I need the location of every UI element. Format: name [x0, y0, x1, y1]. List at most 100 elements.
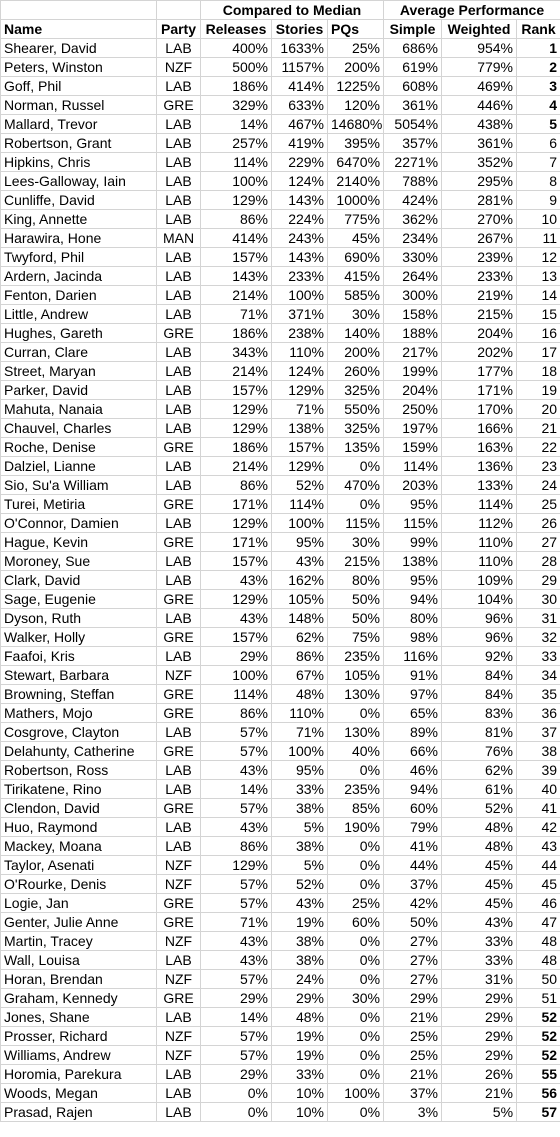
cell-party: LAB — [156, 760, 201, 780]
cell-stories: 38% — [271, 836, 328, 856]
cell-simple: 80% — [383, 608, 443, 628]
table-row: Genter, Julie Anne GRE 71% 19% 60% 50% 43% 47 — [0, 912, 560, 932]
cell-stories: 143% — [271, 247, 328, 267]
table-row: Huo, Raymond LAB 43% 5% 190% 79% 48% 42 — [0, 817, 560, 837]
group-header-empty — [0, 0, 157, 20]
cell-weighted: 33% — [441, 931, 518, 951]
table-row: Fenton, Darien LAB 214% 100% 585% 300% 219% 14 — [0, 285, 560, 305]
cell-name: Dyson, Ruth — [0, 608, 157, 628]
cell-releases: 114% — [200, 684, 272, 704]
cell-releases: 57% — [200, 874, 272, 894]
cell-rank: 52 — [516, 1026, 560, 1046]
group-header-median: Compared to Median — [199, 0, 385, 20]
cell-name: Hughes, Gareth — [0, 323, 157, 343]
cell-weighted: 81% — [441, 722, 518, 742]
cell-name: Hipkins, Chris — [0, 152, 157, 172]
table-row: Logie, Jan GRE 57% 43% 25% 42% 45% 46 — [0, 893, 560, 913]
cell-rank: 13 — [516, 266, 560, 286]
cell-name: Robertson, Ross — [0, 760, 157, 780]
cell-releases: 186% — [200, 437, 272, 457]
group-header-average: Average Performance — [383, 0, 560, 20]
table-row: Mackey, Moana LAB 86% 38% 0% 41% 48% 43 — [0, 836, 560, 856]
cell-stories: 114% — [271, 494, 328, 514]
cell-simple: 5054% — [383, 114, 443, 134]
cell-weighted: 29% — [441, 1026, 518, 1046]
cell-rank: 28 — [516, 551, 560, 571]
cell-simple: 37% — [383, 874, 443, 894]
cell-simple: 91% — [383, 665, 443, 685]
table-row: King, Annette LAB 86% 224% 775% 362% 270% 10 — [0, 209, 560, 229]
table-row: Curran, Clare LAB 343% 110% 200% 217% 202% 17 — [0, 342, 560, 362]
cell-releases: 129% — [200, 418, 272, 438]
cell-stories: 148% — [271, 608, 328, 628]
cell-name: Street, Maryan — [0, 361, 157, 381]
cell-releases: 43% — [200, 570, 272, 590]
cell-weighted: 177% — [441, 361, 518, 381]
cell-simple: 424% — [383, 190, 443, 210]
cell-rank: 39 — [516, 760, 560, 780]
cell-name: Graham, Kennedy — [0, 988, 157, 1008]
cell-rank: 56 — [516, 1083, 560, 1103]
cell-party: GRE — [156, 988, 201, 1008]
table-row: Horomia, Parekura LAB 29% 33% 0% 21% 26% 55 — [0, 1064, 560, 1084]
cell-party: LAB — [156, 361, 201, 381]
cell-simple: 27% — [383, 969, 443, 989]
table-row: Mallard, Trevor LAB 14% 467% 14680% 5054% 438%… — [0, 114, 560, 134]
cell-pqs: 0% — [326, 1102, 385, 1122]
cell-rank: 45 — [516, 874, 560, 894]
cell-party: LAB — [156, 380, 201, 400]
cell-releases: 86% — [200, 703, 272, 723]
cell-weighted: 163% — [441, 437, 518, 457]
cell-party: LAB — [156, 152, 201, 172]
cell-stories: 1633% — [271, 38, 328, 58]
cell-name: Delahunty, Catherine — [0, 741, 157, 761]
cell-releases: 43% — [200, 950, 272, 970]
table-row: Wall, Louisa LAB 43% 38% 0% 27% 33% 48 — [0, 950, 560, 970]
cell-name: Moroney, Sue — [0, 551, 157, 571]
cell-simple: 188% — [383, 323, 443, 343]
cell-weighted: 361% — [441, 133, 518, 153]
group-header-row: Compared to Median Average Performance — [0, 0, 560, 20]
cell-releases: 57% — [200, 798, 272, 818]
cell-party: LAB — [156, 76, 201, 96]
cell-weighted: 21% — [441, 1083, 518, 1103]
cell-simple: 234% — [383, 228, 443, 248]
table-row: Robertson, Ross LAB 43% 95% 0% 46% 62% 39 — [0, 760, 560, 780]
column-header-row: Name Party Releases Stories PQs Simple W… — [0, 19, 560, 39]
cell-simple: 330% — [383, 247, 443, 267]
cell-name: Horomia, Parekura — [0, 1064, 157, 1084]
cell-weighted: 84% — [441, 665, 518, 685]
cell-party: GRE — [156, 494, 201, 514]
cell-stories: 38% — [271, 798, 328, 818]
cell-weighted: 171% — [441, 380, 518, 400]
cell-rank: 23 — [516, 456, 560, 476]
table-row: Cunliffe, David LAB 129% 143% 1000% 424% 281% 9 — [0, 190, 560, 210]
cell-releases: 129% — [200, 190, 272, 210]
cell-simple: 60% — [383, 798, 443, 818]
cell-name: O'Rourke, Denis — [0, 874, 157, 894]
cell-party: LAB — [156, 646, 201, 666]
cell-weighted: 61% — [441, 779, 518, 799]
table-body: Shearer, David LAB 400% 1633% 25% 686% 954% 1 Pe… — [0, 38, 560, 1122]
cell-releases: 129% — [200, 513, 272, 533]
cell-releases: 129% — [200, 855, 272, 875]
cell-name: Turei, Metiria — [0, 494, 157, 514]
cell-pqs: 105% — [326, 665, 385, 685]
cell-stories: 62% — [271, 627, 328, 647]
cell-releases: 414% — [200, 228, 272, 248]
cell-stories: 110% — [271, 342, 328, 362]
cell-stories: 414% — [271, 76, 328, 96]
cell-stories: 138% — [271, 418, 328, 438]
cell-pqs: 130% — [326, 722, 385, 742]
cell-releases: 14% — [200, 114, 272, 134]
cell-name: Chauvel, Charles — [0, 418, 157, 438]
cell-party: GRE — [156, 893, 201, 913]
cell-releases: 400% — [200, 38, 272, 58]
cell-simple: 37% — [383, 1083, 443, 1103]
cell-pqs: 0% — [326, 950, 385, 970]
cell-rank: 40 — [516, 779, 560, 799]
cell-pqs: 325% — [326, 380, 385, 400]
cell-party: LAB — [156, 209, 201, 229]
cell-name: Fenton, Darien — [0, 285, 157, 305]
cell-pqs: 395% — [326, 133, 385, 153]
